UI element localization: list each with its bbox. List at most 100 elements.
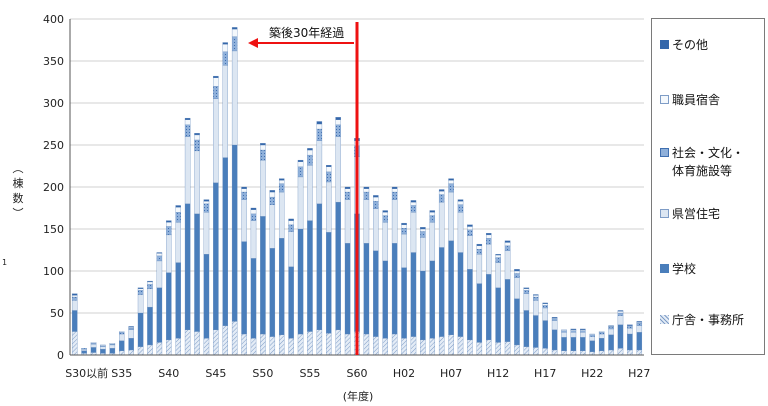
bar-11-4: [176, 207, 181, 212]
bar-24-0: [298, 334, 303, 355]
bar-31-4: [364, 189, 369, 192]
bar-32-0: [373, 337, 378, 355]
bar-15-5: [213, 76, 218, 78]
bar-29-2: [345, 200, 350, 244]
annotation-arrow-head: [248, 38, 258, 48]
bar-55-2: [590, 337, 595, 341]
legend-label-prefectural-housing: 県営住宅: [672, 205, 720, 223]
bar-8-0: [147, 345, 152, 355]
bar-1-1: [82, 351, 87, 354]
x-tick-8: H07: [440, 367, 462, 380]
bar-60-1: [637, 332, 642, 350]
bar-22-3: [279, 184, 284, 192]
y-tick-150: 150: [43, 223, 64, 236]
bar-1-3: [82, 348, 87, 349]
bar-34-5: [392, 187, 397, 189]
bar-4-4: [110, 343, 115, 344]
bar-25-5: [307, 148, 312, 150]
y-tick-250: 250: [43, 139, 64, 152]
bar-14-4: [204, 201, 209, 204]
bar-25-0: [307, 331, 312, 355]
bar-51-0: [552, 350, 557, 355]
bar-44-2: [486, 244, 491, 274]
bar-11-3: [176, 212, 181, 222]
bar-29-1: [345, 243, 350, 334]
bar-46-4: [505, 242, 510, 245]
bar-29-5: [345, 187, 350, 189]
bar-40-5: [449, 179, 454, 181]
bar-44-0: [486, 340, 491, 355]
bar-21-4: [270, 192, 275, 197]
bar-20-5: [260, 143, 265, 145]
bar-52-2: [561, 332, 566, 337]
bar-15-1: [213, 183, 218, 330]
x-tick-3: S45: [205, 367, 226, 380]
bar-6-2: [129, 330, 134, 338]
bar-56-0: [599, 351, 604, 355]
bar-40-1: [449, 241, 454, 335]
bar-7-5: [138, 288, 143, 289]
bar-18-5: [241, 187, 246, 189]
bar-46-0: [505, 342, 510, 355]
bar-57-2: [608, 329, 613, 335]
bar-32-3: [373, 201, 378, 209]
bar-15-4: [213, 78, 218, 86]
bar-28-0: [336, 330, 341, 355]
bar-29-3: [345, 192, 350, 200]
y-axis-title-char-2: 数: [13, 192, 24, 205]
bar-28-1: [336, 202, 341, 330]
bar-26-3: [317, 129, 322, 141]
bar-23-2: [289, 232, 294, 267]
bar-31-1: [364, 243, 369, 334]
bar-48-2: [524, 294, 529, 311]
bar-36-3: [411, 205, 416, 212]
bar-46-5: [505, 241, 510, 243]
bar-6-1: [129, 338, 134, 350]
bar-21-5: [270, 190, 275, 192]
bar-21-2: [270, 205, 275, 249]
bar-41-3: [458, 205, 463, 213]
bar-1-2: [82, 349, 87, 351]
bar-48-4: [524, 289, 529, 291]
bar-14-0: [204, 338, 209, 355]
bar-9-3: [157, 256, 162, 261]
x-tick-0: S30以前: [65, 366, 108, 380]
bar-33-3: [383, 216, 388, 223]
bar-31-0: [364, 334, 369, 355]
bar-5-1: [119, 341, 124, 351]
bar-55-4: [590, 334, 595, 335]
bar-12-4: [185, 120, 190, 125]
bar-59-3: [627, 326, 632, 328]
bar-50-5: [543, 303, 548, 304]
bar-46-3: [505, 246, 510, 251]
bar-34-3: [392, 192, 397, 200]
bar-47-5: [514, 269, 519, 271]
bar-23-1: [289, 267, 294, 338]
bar-58-5: [618, 310, 623, 311]
bar-37-2: [420, 237, 425, 271]
bar-26-2: [317, 141, 322, 204]
bar-51-5: [552, 317, 557, 318]
y-tick-labels: 050100150200250300350400: [43, 13, 64, 362]
bar-56-3: [599, 332, 604, 334]
bar-23-4: [289, 221, 294, 225]
bar-20-2: [260, 160, 265, 216]
bar-43-2: [477, 254, 482, 283]
bar-36-1: [411, 253, 416, 337]
y-tick-300: 300: [43, 97, 64, 110]
bar-31-3: [364, 192, 369, 200]
bar-37-3: [420, 232, 425, 238]
bar-0-4: [72, 295, 77, 297]
legend-label-office: 庁舎・事務所: [672, 311, 744, 329]
bar-7-4: [138, 289, 143, 291]
bar-19-5: [251, 208, 256, 210]
bar-46-2: [505, 251, 510, 280]
bar-28-4: [336, 120, 341, 125]
bar-51-3: [552, 319, 557, 321]
bar-60-0: [637, 350, 642, 355]
bar-20-3: [260, 150, 265, 160]
bar-54-3: [580, 331, 585, 333]
bar-31-2: [364, 200, 369, 244]
bar-15-2: [213, 99, 218, 183]
bar-55-1: [590, 341, 595, 352]
